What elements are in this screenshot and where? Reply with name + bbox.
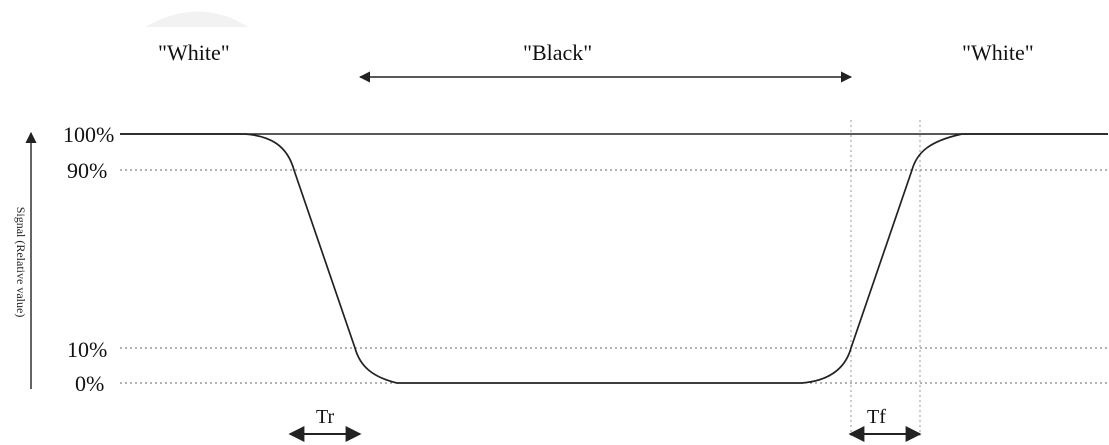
rise-time-label: Tr <box>316 406 335 428</box>
fall-time-label: Tf <box>867 406 886 428</box>
tick-10-label: 10% <box>67 337 107 362</box>
tick-100-label: 100% <box>63 122 114 147</box>
tick-0-label: 0% <box>75 371 104 396</box>
tick-90-label: 90% <box>67 158 107 183</box>
black-label: "Black" <box>523 40 592 65</box>
response-waveform <box>120 133 1108 384</box>
white-left-label: "White" <box>158 40 230 65</box>
y-axis-title: Signal (Relative value) <box>14 207 28 318</box>
white-right-label: "White" <box>962 40 1034 65</box>
top-left-watermark <box>145 11 248 27</box>
